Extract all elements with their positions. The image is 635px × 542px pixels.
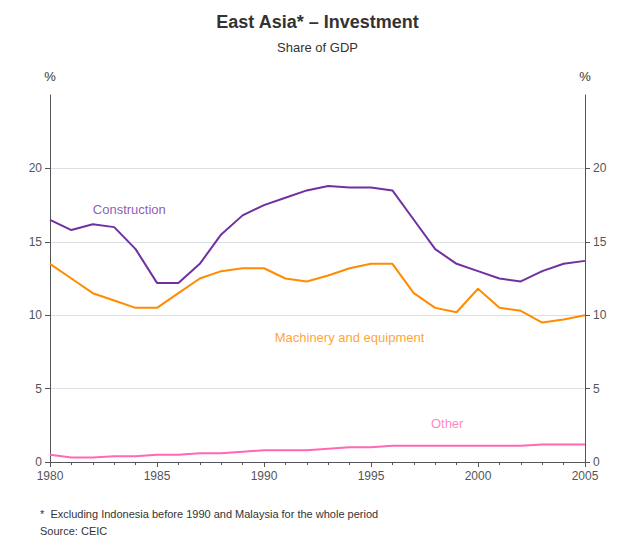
svg-text:Other: Other	[431, 416, 464, 431]
svg-text:0: 0	[593, 455, 600, 469]
svg-text:2000: 2000	[465, 469, 492, 483]
svg-text:20: 20	[29, 161, 43, 175]
svg-text:Source: CEIC: Source: CEIC	[40, 525, 107, 537]
svg-text:5: 5	[35, 382, 42, 396]
svg-text:1980: 1980	[37, 469, 64, 483]
svg-text:2005: 2005	[572, 469, 599, 483]
svg-text:20: 20	[593, 161, 607, 175]
svg-text:10: 10	[593, 308, 607, 322]
svg-text:1985: 1985	[144, 469, 171, 483]
svg-text:15: 15	[29, 235, 43, 249]
svg-text:Share of GDP: Share of GDP	[277, 40, 358, 55]
svg-text:%: %	[44, 69, 56, 84]
svg-text:10: 10	[29, 308, 43, 322]
svg-text:%: %	[579, 69, 591, 84]
svg-text:1990: 1990	[251, 469, 278, 483]
svg-text:15: 15	[593, 235, 607, 249]
svg-text:* Excluding Indonesia before: * Excluding Indonesia before 1990 and Ma…	[40, 508, 378, 520]
svg-text:0: 0	[35, 455, 42, 469]
svg-text:Construction: Construction	[93, 202, 166, 217]
svg-text:5: 5	[593, 382, 600, 396]
svg-text:East Asia* – Investment: East Asia* – Investment	[216, 12, 418, 32]
svg-text:Machinery and equipment: Machinery and equipment	[275, 330, 425, 345]
svg-text:1995: 1995	[358, 469, 385, 483]
